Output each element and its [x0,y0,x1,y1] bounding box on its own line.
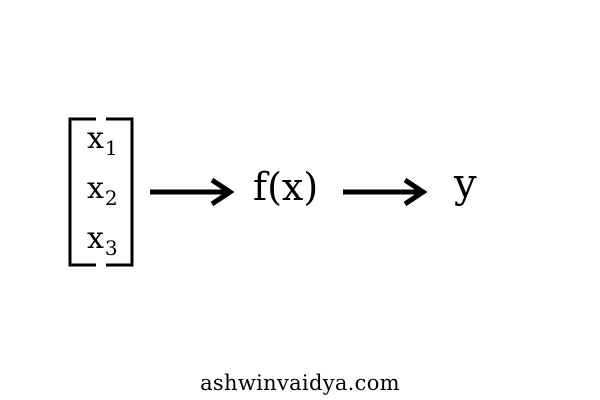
input-x3: x3 [87,221,118,260]
input-x2: x2 [87,171,118,210]
input-x2-symbol: x [87,171,104,206]
input-x3-symbol: x [87,221,104,256]
function-label: f(x) [253,165,319,209]
function-to-output-arrow-icon [343,178,427,206]
input-x1-symbol: x [87,121,104,156]
input-x2-subscript: 2 [104,186,118,210]
output-label: y [454,161,477,207]
input-x3-subscript: 3 [104,236,118,260]
input-x1: x1 [87,121,118,160]
input-to-function-arrow-icon [150,178,234,206]
input-x1-subscript: 1 [104,136,118,160]
footer-credit: ashwinvaidya.com [200,371,400,395]
input-vector-bracket [68,117,134,267]
